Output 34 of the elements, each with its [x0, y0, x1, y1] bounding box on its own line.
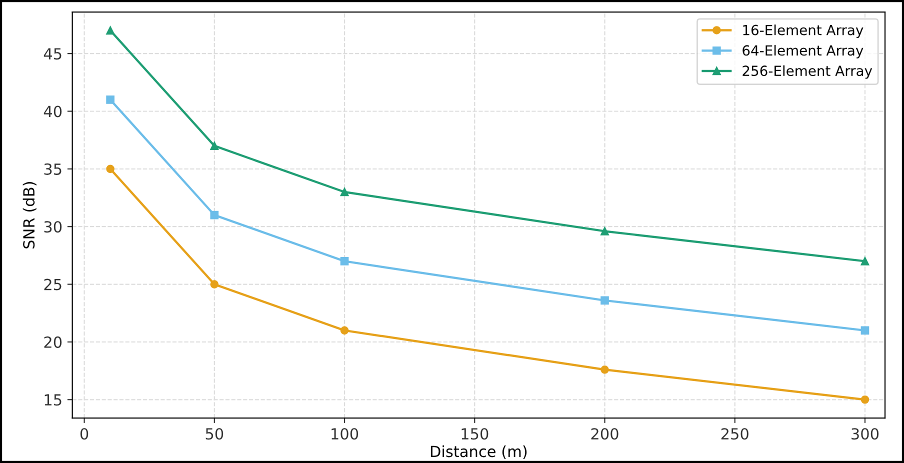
- y-tick-label: 15: [44, 394, 62, 406]
- point: [600, 227, 609, 236]
- x-tick-label: 0: [80, 428, 88, 440]
- point: [860, 257, 870, 266]
- point: [860, 395, 870, 404]
- legend-label: 64-Element Array: [742, 44, 864, 58]
- point: [340, 326, 349, 335]
- y-tick-label: 45: [44, 48, 62, 60]
- y-tick-label: 30: [44, 221, 62, 233]
- point: [106, 26, 114, 35]
- point: [210, 280, 219, 288]
- point: [340, 257, 349, 266]
- y-axis-title: SNR (dB): [22, 182, 36, 248]
- point: [340, 188, 349, 196]
- x-tick-label: 150: [462, 428, 488, 440]
- y-tick-label: 35: [44, 163, 62, 175]
- x-tick-label: 250: [721, 428, 748, 440]
- y-tick-label: 20: [44, 336, 62, 348]
- point: [210, 142, 219, 150]
- x-tick-label: 200: [591, 428, 618, 440]
- point: [106, 96, 114, 104]
- x-tick-label: 100: [332, 428, 358, 440]
- x-axis-title: Distance (m): [430, 445, 527, 459]
- y-tick-label: 40: [44, 106, 62, 118]
- point: [860, 326, 870, 335]
- point: [106, 164, 114, 174]
- point: [600, 296, 609, 305]
- y-tick-label: 25: [44, 278, 62, 290]
- legend-label: 16-Element Array: [743, 24, 864, 38]
- x-tick-label: 50: [206, 428, 224, 440]
- x-tick-label: 300: [852, 428, 879, 440]
- legend-label: 256-Element Array: [742, 65, 872, 79]
- point: [600, 365, 609, 374]
- point: [210, 210, 219, 220]
